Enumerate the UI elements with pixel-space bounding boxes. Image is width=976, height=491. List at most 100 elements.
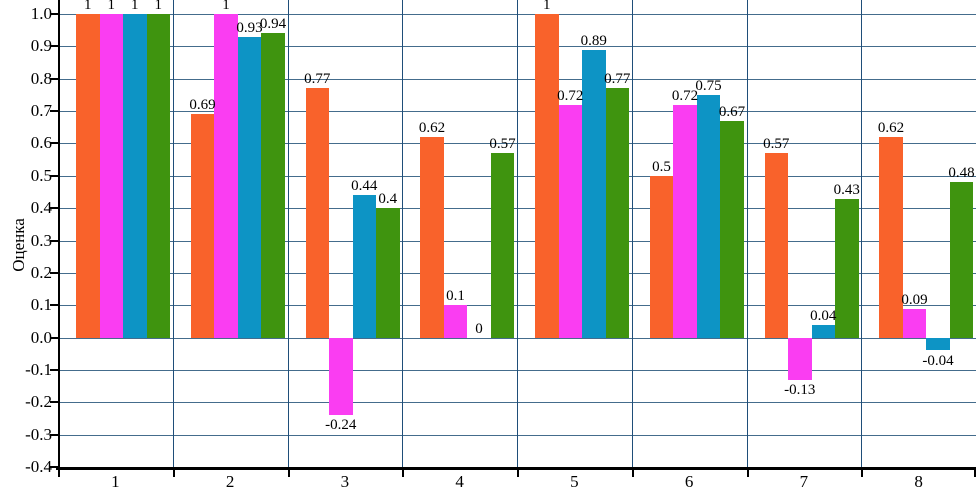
bar-value-label: -0.13	[784, 381, 816, 398]
x-axis-category-label: 6	[684, 472, 694, 491]
bar-value-label: 0.5	[652, 158, 671, 175]
bar-value-label: 1	[222, 0, 230, 13]
bar	[420, 137, 444, 338]
bar	[329, 337, 353, 416]
bar	[558, 104, 582, 338]
bar-value-label: 1	[107, 0, 116, 13]
x-axis-tick	[861, 467, 864, 477]
x-axis-tick	[58, 467, 60, 477]
bar	[673, 104, 697, 338]
bar	[99, 14, 123, 338]
bar	[582, 49, 606, 338]
y-axis-tick-label: -0.4	[25, 457, 52, 476]
y-axis-tick-label: 0.5	[30, 165, 52, 185]
bar	[237, 36, 262, 338]
bar-value-label: 1	[154, 0, 163, 13]
bar	[146, 14, 170, 338]
x-axis-category-label: 8	[914, 472, 923, 491]
y-axis-tick	[50, 466, 59, 468]
gridline-vertical	[402, 0, 404, 467]
gridline-vertical	[861, 0, 863, 467]
x-axis-category-label: 3	[340, 472, 350, 491]
y-axis-tick-label: 0.2	[30, 262, 52, 282]
bar	[352, 195, 376, 338]
x-axis-category-label: 5	[570, 472, 579, 491]
x-axis-category-label: 7	[799, 472, 809, 491]
bar-value-label: 0.04	[810, 307, 837, 324]
y-axis-tick	[50, 304, 59, 307]
bar-value-label: -0.24	[325, 417, 357, 434]
bar	[788, 337, 812, 380]
bar-value-label: 0.94	[259, 16, 287, 33]
y-axis-line	[58, 0, 60, 467]
y-axis-tick	[50, 45, 59, 48]
y-axis-tick	[50, 77, 59, 80]
bar-value-label: 0.57	[489, 136, 516, 153]
bar-value-label: 0.77	[604, 71, 631, 88]
bar-value-label: 0.89	[580, 32, 607, 49]
x-axis-tick	[974, 467, 976, 477]
bar-value-label: 0.43	[833, 181, 860, 198]
y-axis-tick	[50, 110, 59, 113]
bar	[902, 308, 927, 338]
y-axis-tick-label: 0.8	[30, 68, 52, 88]
y-axis-tick-label: 0.4	[30, 198, 52, 218]
x-axis-category-label: 4	[455, 472, 464, 491]
y-axis-tick-label: -0.2	[25, 392, 52, 412]
x-axis-tick	[287, 467, 290, 477]
y-axis-tick	[50, 239, 59, 242]
gridline-vertical	[172, 0, 174, 467]
x-axis-tick	[402, 467, 405, 477]
x-axis-tick	[172, 467, 175, 477]
bar-value-label: 0.09	[901, 291, 928, 308]
x-axis-category-label: 1	[111, 472, 120, 491]
bar-value-label: 0.48	[948, 165, 975, 182]
bar-value-label: 0.67	[718, 103, 746, 120]
y-axis-tick	[50, 433, 59, 436]
bar	[835, 198, 859, 338]
bar-value-label: 0.75	[695, 77, 722, 94]
bar-value-label: 0.57	[763, 136, 790, 153]
bar	[696, 94, 721, 338]
bar	[190, 114, 215, 338]
bar	[443, 305, 468, 338]
bar-value-label: 0	[475, 320, 483, 337]
x-axis-tick	[517, 467, 519, 477]
bar-value-label: 0.1	[446, 288, 465, 305]
bar	[535, 14, 559, 338]
gridline-vertical	[517, 0, 518, 467]
bar-value-label: 0.69	[189, 97, 216, 114]
bar	[214, 14, 238, 338]
y-axis-tick-label: 0.3	[30, 230, 52, 250]
bar	[305, 88, 329, 338]
y-axis-tick-label: -0.3	[25, 424, 52, 444]
y-axis-tick	[50, 207, 59, 210]
y-axis-tick-label: 0.6	[30, 133, 52, 153]
y-axis-tick	[50, 271, 59, 274]
gridline-vertical	[746, 0, 748, 467]
bar-value-label: 0.62	[877, 120, 905, 136]
bar	[605, 88, 629, 338]
bar	[649, 175, 674, 338]
bar	[720, 120, 744, 338]
x-axis-tick	[631, 467, 634, 477]
y-axis-tick	[50, 336, 59, 339]
y-axis-tick	[50, 13, 59, 15]
y-axis-tick	[50, 401, 59, 404]
y-axis-tick-label: 0.0	[30, 327, 52, 347]
gridline-vertical	[287, 0, 289, 467]
y-axis-tick-label: -0.1	[25, 360, 52, 379]
bar	[764, 153, 788, 338]
y-axis-tick	[50, 174, 59, 177]
bar-value-label: -0.04	[922, 352, 954, 369]
bar	[949, 182, 974, 338]
x-axis-tick	[746, 467, 749, 477]
y-axis-tick	[50, 142, 59, 145]
bar	[926, 337, 950, 351]
y-axis-tick-label: 0.7	[30, 101, 52, 121]
bar	[811, 324, 835, 338]
bar-value-label: 0.72	[671, 87, 699, 104]
gridline-vertical	[631, 0, 633, 467]
y-axis-tick-label: 1.0	[30, 4, 52, 23]
